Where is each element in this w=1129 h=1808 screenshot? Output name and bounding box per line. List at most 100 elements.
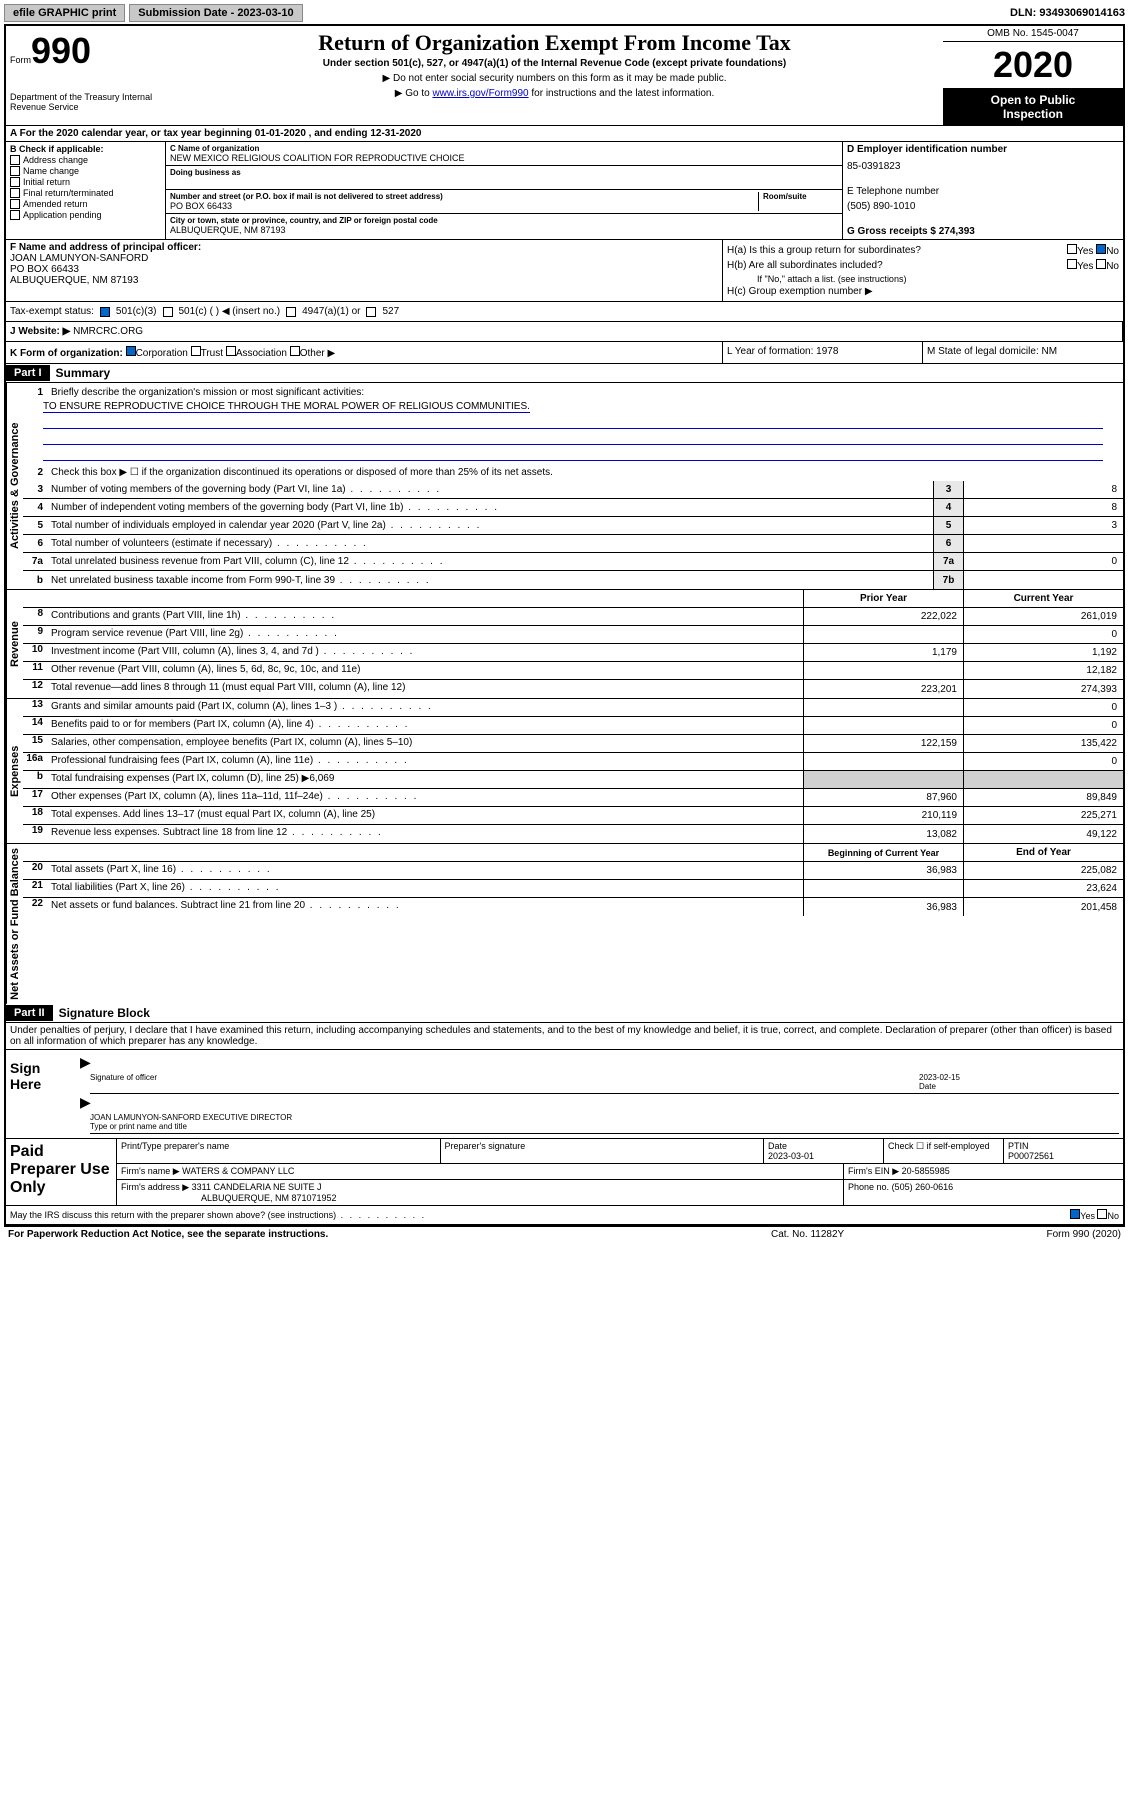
cb-ha-no[interactable] (1096, 244, 1106, 254)
l18-current: 225,271 (963, 807, 1123, 824)
section-j: J Website: ▶ NMRCRC.ORG (6, 322, 1123, 342)
cb-hb-no[interactable] (1096, 259, 1106, 269)
cb-amended[interactable] (10, 199, 20, 209)
vlabel-expenses: Expenses (6, 699, 23, 843)
ptin-val: P00072561 (1008, 1151, 1119, 1161)
l8-current: 261,019 (963, 608, 1123, 625)
efile-button[interactable]: efile GRAPHIC print (4, 4, 125, 22)
cb-discuss-no[interactable] (1097, 1209, 1107, 1219)
line6-val (963, 535, 1123, 552)
section-b-label: B Check if applicable: (10, 144, 161, 154)
l20-prior: 36,983 (803, 862, 963, 879)
cb-ha-yes[interactable] (1067, 244, 1077, 254)
l21-current: 23,624 (963, 880, 1123, 897)
cb-pending[interactable] (10, 210, 20, 220)
tax-year: 2020 (943, 42, 1123, 89)
footer-mid: Cat. No. 11282Y (771, 1229, 971, 1240)
org-name: NEW MEXICO RELIGIOUS COALITION FOR REPRO… (170, 153, 838, 163)
l20-current: 225,082 (963, 862, 1123, 879)
cb-other[interactable] (290, 346, 300, 356)
ha-label: H(a) Is this a group return for subordin… (727, 245, 921, 256)
print-name-label: Print/Type preparer's name (116, 1139, 440, 1163)
l22-prior: 36,983 (803, 898, 963, 916)
cb-discuss-yes[interactable] (1070, 1209, 1080, 1219)
irs-link[interactable]: www.irs.gov/Form990 (432, 88, 528, 99)
line3-text: Number of voting members of the governin… (47, 482, 933, 497)
part1-header: Part I Summary (6, 364, 1123, 383)
boy-header: Beginning of Current Year (803, 844, 963, 861)
cb-527[interactable] (366, 307, 376, 317)
state-domicile: M State of legal domicile: NM (923, 342, 1123, 363)
form-number: 990 (31, 30, 91, 71)
dept-text: Department of the Treasury Internal Reve… (10, 92, 162, 112)
city-state-zip: ALBUQUERQUE, NM 87193 (170, 225, 838, 235)
part1-tag: Part I (6, 365, 50, 381)
website-value: NMRCRC.ORG (73, 326, 143, 337)
name-label: C Name of organization (170, 144, 838, 153)
submission-date-button[interactable]: Submission Date - 2023-03-10 (129, 4, 302, 22)
l10-prior: 1,179 (803, 644, 963, 661)
section-fh: F Name and address of principal officer:… (6, 240, 1123, 302)
l16a-prior (803, 753, 963, 770)
sign-here-label: Sign Here (6, 1050, 76, 1138)
arrow-icon-2: ▶ (80, 1094, 91, 1110)
l18-prior: 210,119 (803, 807, 963, 824)
form-subtitle: Under section 501(c), 527, or 4947(a)(1)… (170, 58, 939, 69)
l15-current: 135,422 (963, 735, 1123, 752)
cb-final-return[interactable] (10, 188, 20, 198)
l13-current: 0 (963, 699, 1123, 716)
l10-current: 1,192 (963, 644, 1123, 661)
firm-name: WATERS & COMPANY LLC (182, 1166, 294, 1176)
l19-prior: 13,082 (803, 825, 963, 843)
room-label: Room/suite (763, 192, 838, 201)
sig-officer-label: Signature of officer (90, 1073, 919, 1091)
omb-number: OMB No. 1545-0047 (943, 26, 1123, 42)
preparer-section: Paid Preparer Use Only Print/Type prepar… (6, 1138, 1123, 1205)
paid-preparer-label: Paid Preparer Use Only (6, 1139, 116, 1205)
l11-prior (803, 662, 963, 679)
cb-name-change[interactable] (10, 166, 20, 176)
part1-title: Summary (50, 364, 117, 382)
line7b-val (963, 571, 1123, 589)
l22-current: 201,458 (963, 898, 1123, 916)
cb-corp[interactable] (126, 346, 136, 356)
check-self-label: Check ☐ if self-employed (883, 1139, 1003, 1163)
section-bcd: B Check if applicable: Address change Na… (6, 142, 1123, 240)
tax-status-label: Tax-exempt status: (10, 306, 94, 317)
officer-addr2: ALBUQUERQUE, NM 87193 (10, 275, 718, 286)
cb-501c3[interactable] (100, 307, 110, 317)
city-label: City or town, state or province, country… (170, 216, 838, 225)
phone-value: (505) 890-1010 (847, 201, 1119, 212)
line-a: A For the 2020 calendar year, or tax yea… (6, 126, 1123, 142)
l21-prior (803, 880, 963, 897)
l15-prior: 122,159 (803, 735, 963, 752)
cb-assoc[interactable] (226, 346, 236, 356)
l16a-current: 0 (963, 753, 1123, 770)
cb-initial-return[interactable] (10, 177, 20, 187)
cb-501c[interactable] (163, 307, 173, 317)
dba-label: Doing business as (170, 168, 838, 177)
firm-addr1: 3311 CANDELARIA NE SUITE J (192, 1182, 322, 1192)
instruction-2: ▶ Go to www.irs.gov/Form990 for instruct… (170, 88, 939, 99)
cb-hb-yes[interactable] (1067, 259, 1077, 269)
line2-text: Check this box ▶ ☐ if the organization d… (47, 465, 1123, 480)
cb-4947[interactable] (286, 307, 296, 317)
vlabel-revenue: Revenue (6, 590, 23, 698)
l9-prior (803, 626, 963, 643)
cb-address-change[interactable] (10, 155, 20, 165)
form-container: Form990 Department of the Treasury Inter… (4, 24, 1125, 1226)
net-assets-section: Net Assets or Fund Balances Beginning of… (6, 844, 1123, 1004)
firm-addr2: ALBUQUERQUE, NM 871071952 (201, 1193, 337, 1203)
line7b-text: Net unrelated business taxable income fr… (47, 573, 933, 588)
page-footer: For Paperwork Reduction Act Notice, see … (4, 1226, 1125, 1242)
sign-here-section: Sign Here ▶ Signature of officer 2023-02… (6, 1050, 1123, 1138)
instruction-1: ▶ Do not enter social security numbers o… (170, 73, 939, 84)
firm-ein: 20-5855985 (902, 1166, 950, 1176)
l14-prior (803, 717, 963, 734)
dln-text: DLN: 93493069014163 (1010, 7, 1125, 19)
section-g-label: G Gross receipts $ 274,393 (847, 226, 1119, 237)
officer-name-title: JOAN LAMUNYON-SANFORD EXECUTIVE DIRECTOR (90, 1113, 1119, 1122)
cb-trust[interactable] (191, 346, 201, 356)
line4-val: 8 (963, 499, 1123, 516)
arrow-icon: ▶ (80, 1054, 91, 1070)
